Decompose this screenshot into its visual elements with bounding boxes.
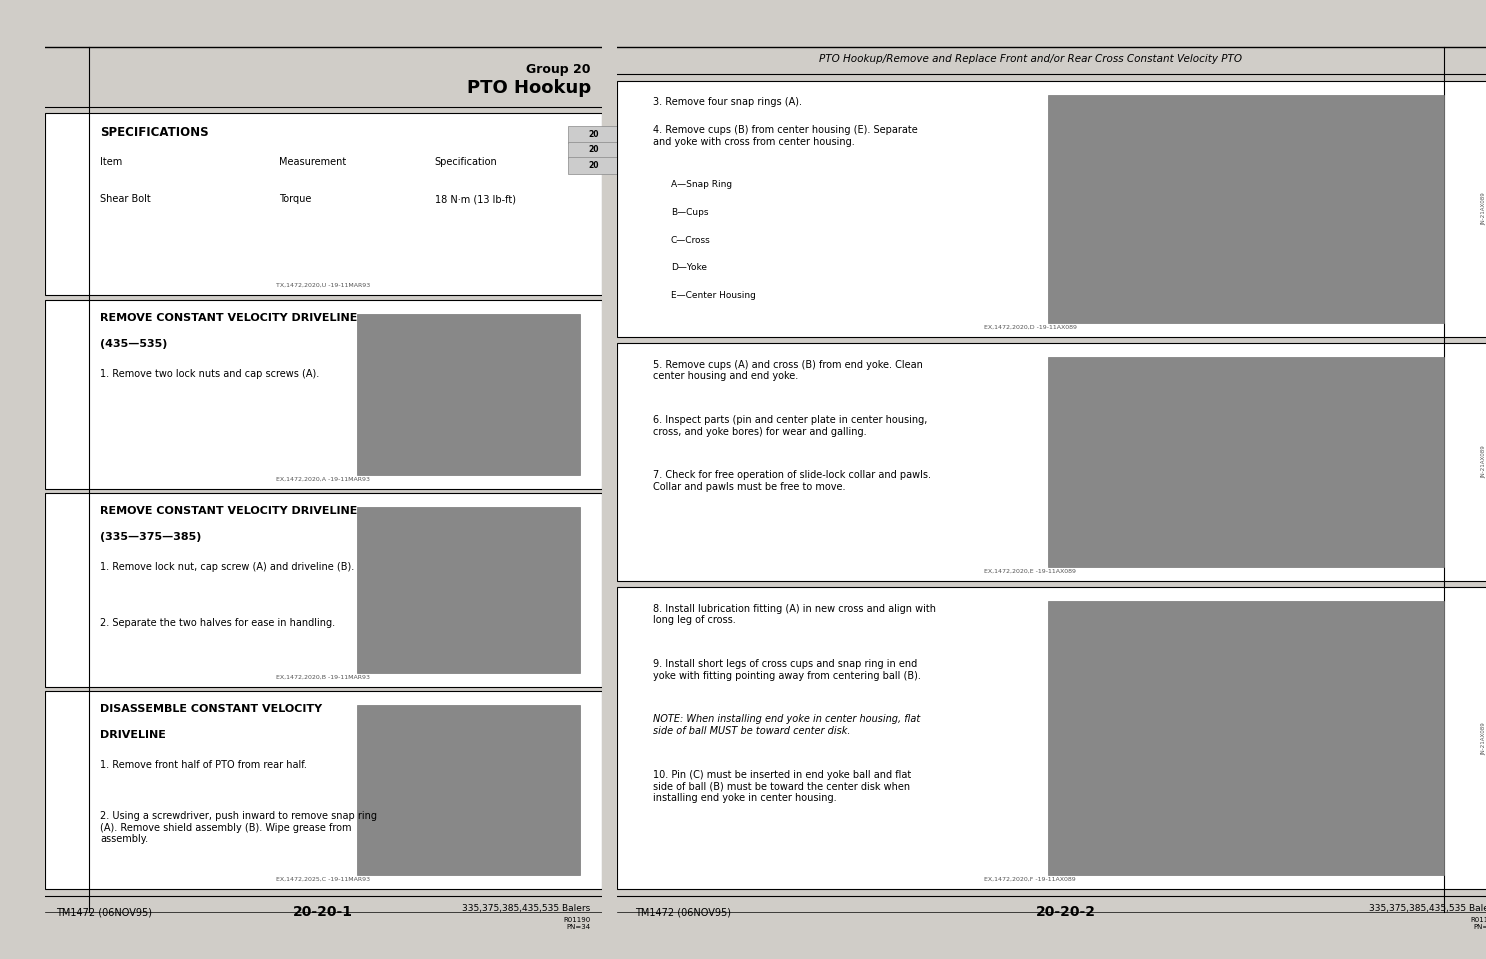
Text: 7. Check for free operation of slide-lock collar and pawls.
Collar and pawls mus: 7. Check for free operation of slide-loc… bbox=[652, 470, 930, 492]
Text: 18 N·m (13 lb-ft): 18 N·m (13 lb-ft) bbox=[434, 194, 516, 204]
Bar bbox=[1048, 601, 1444, 876]
Bar bbox=[568, 142, 618, 158]
Text: 3. Remove four snap rings (A).: 3. Remove four snap rings (A). bbox=[652, 98, 801, 107]
Text: DISASSEMBLE CONSTANT VELOCITY: DISASSEMBLE CONSTANT VELOCITY bbox=[101, 704, 322, 714]
Text: 8. Install lubrication fitting (A) in new cross and align with
long leg of cross: 8. Install lubrication fitting (A) in ne… bbox=[652, 604, 936, 625]
Text: B—Cups: B—Cups bbox=[670, 208, 709, 217]
Text: Item: Item bbox=[101, 157, 122, 167]
Text: EX,1472,2020,D -19-11AX089: EX,1472,2020,D -19-11AX089 bbox=[984, 324, 1077, 330]
Text: Measurement: Measurement bbox=[279, 157, 346, 167]
Text: 2. Using a screwdriver, push inward to remove snap ring
(A). Remove shield assem: 2. Using a screwdriver, push inward to r… bbox=[101, 811, 377, 844]
Text: 2. Separate the two halves for ease in handling.: 2. Separate the two halves for ease in h… bbox=[101, 618, 336, 627]
Text: (335—375—385): (335—375—385) bbox=[101, 532, 202, 542]
Text: SPECIFICATIONS: SPECIFICATIONS bbox=[101, 126, 210, 139]
Text: EX,1472,2020,E -19-11AX089: EX,1472,2020,E -19-11AX089 bbox=[984, 569, 1076, 573]
Text: 9. Install short legs of cross cups and snap ring in end
yoke with fitting point: 9. Install short legs of cross cups and … bbox=[652, 659, 920, 681]
Text: REMOVE CONSTANT VELOCITY DRIVELINE: REMOVE CONSTANT VELOCITY DRIVELINE bbox=[101, 313, 358, 323]
Bar bbox=[45, 493, 602, 687]
Bar bbox=[1048, 95, 1444, 323]
Bar bbox=[357, 314, 580, 475]
Text: TX,1472,2020,U -19-11MAR93: TX,1472,2020,U -19-11MAR93 bbox=[276, 283, 370, 288]
Text: E—Center Housing: E—Center Housing bbox=[670, 291, 755, 300]
Text: EX,1472,2025,C -19-11MAR93: EX,1472,2025,C -19-11MAR93 bbox=[276, 877, 370, 882]
Text: 20: 20 bbox=[588, 129, 599, 139]
Bar bbox=[357, 507, 580, 673]
Text: EX,1472,2020,F -19-11AX089: EX,1472,2020,F -19-11AX089 bbox=[984, 877, 1076, 882]
Bar bbox=[357, 705, 580, 876]
Text: 1. Remove lock nut, cap screw (A) and driveline (B).: 1. Remove lock nut, cap screw (A) and dr… bbox=[101, 562, 355, 573]
Text: Group 20: Group 20 bbox=[526, 63, 591, 77]
Text: NOTE: When installing end yoke in center housing, flat
side of ball MUST be towa: NOTE: When installing end yoke in center… bbox=[652, 714, 920, 736]
Text: 335,375,385,435,535 Balers: 335,375,385,435,535 Balers bbox=[462, 904, 591, 913]
Text: EX,1472,2020,A -19-11MAR93: EX,1472,2020,A -19-11MAR93 bbox=[276, 477, 370, 481]
Text: 20-20-1: 20-20-1 bbox=[293, 905, 354, 919]
Text: 6. Inspect parts (pin and center plate in center housing,
cross, and yoke bores): 6. Inspect parts (pin and center plate i… bbox=[652, 415, 927, 436]
Text: 20: 20 bbox=[588, 161, 599, 170]
Text: REMOVE CONSTANT VELOCITY DRIVELINE: REMOVE CONSTANT VELOCITY DRIVELINE bbox=[101, 506, 358, 516]
Bar bbox=[45, 113, 602, 295]
Text: Specification: Specification bbox=[434, 157, 498, 167]
Bar bbox=[45, 691, 602, 889]
Text: R01190
PN=34: R01190 PN=34 bbox=[563, 917, 591, 929]
Text: JN-21AX089: JN-21AX089 bbox=[1482, 722, 1486, 755]
Text: C—Cross: C—Cross bbox=[670, 236, 710, 245]
Text: DRIVELINE: DRIVELINE bbox=[101, 730, 166, 740]
Text: PTO Hookup: PTO Hookup bbox=[467, 80, 591, 97]
Text: (435—535): (435—535) bbox=[101, 339, 168, 349]
Bar bbox=[568, 126, 618, 143]
Text: JN-21AX089: JN-21AX089 bbox=[1482, 193, 1486, 225]
Text: 1. Remove two lock nuts and cap screws (A).: 1. Remove two lock nuts and cap screws (… bbox=[101, 369, 319, 379]
Text: 4. Remove cups (B) from center housing (E). Separate
and yoke with cross from ce: 4. Remove cups (B) from center housing (… bbox=[652, 125, 917, 147]
Text: Torque: Torque bbox=[279, 194, 311, 204]
Text: R01190
PN=35: R01190 PN=35 bbox=[1471, 917, 1486, 929]
Bar bbox=[1048, 357, 1444, 567]
Text: 5. Remove cups (A) and cross (B) from end yoke. Clean
center housing and end yok: 5. Remove cups (A) and cross (B) from en… bbox=[652, 360, 923, 382]
Bar bbox=[568, 157, 618, 174]
Text: 1. Remove front half of PTO from rear half.: 1. Remove front half of PTO from rear ha… bbox=[101, 760, 308, 770]
Text: 10. Pin (C) must be inserted in end yoke ball and flat
side of ball (B) must be : 10. Pin (C) must be inserted in end yoke… bbox=[652, 769, 911, 803]
Text: D—Yoke: D—Yoke bbox=[670, 263, 707, 272]
Text: Shear Bolt: Shear Bolt bbox=[101, 194, 152, 204]
Text: PTO Hookup/Remove and Replace Front and/or Rear Cross Constant Velocity PTO: PTO Hookup/Remove and Replace Front and/… bbox=[819, 54, 1242, 63]
Text: 20-20-2: 20-20-2 bbox=[1036, 905, 1097, 919]
Bar bbox=[45, 300, 602, 489]
Text: JN-21AX089: JN-21AX089 bbox=[1482, 446, 1486, 479]
Text: EX,1472,2020,B -19-11MAR93: EX,1472,2020,B -19-11MAR93 bbox=[276, 674, 370, 679]
Text: A—Snap Ring: A—Snap Ring bbox=[670, 180, 731, 189]
Text: 335,375,385,435,535 Balers: 335,375,385,435,535 Balers bbox=[1370, 904, 1486, 913]
Text: 20: 20 bbox=[588, 146, 599, 154]
Bar bbox=[617, 587, 1486, 889]
Text: TM1472 (06NOV95): TM1472 (06NOV95) bbox=[56, 907, 152, 917]
Bar bbox=[617, 343, 1486, 581]
Text: TM1472 (06NOV95): TM1472 (06NOV95) bbox=[635, 907, 731, 917]
Bar bbox=[617, 81, 1486, 337]
